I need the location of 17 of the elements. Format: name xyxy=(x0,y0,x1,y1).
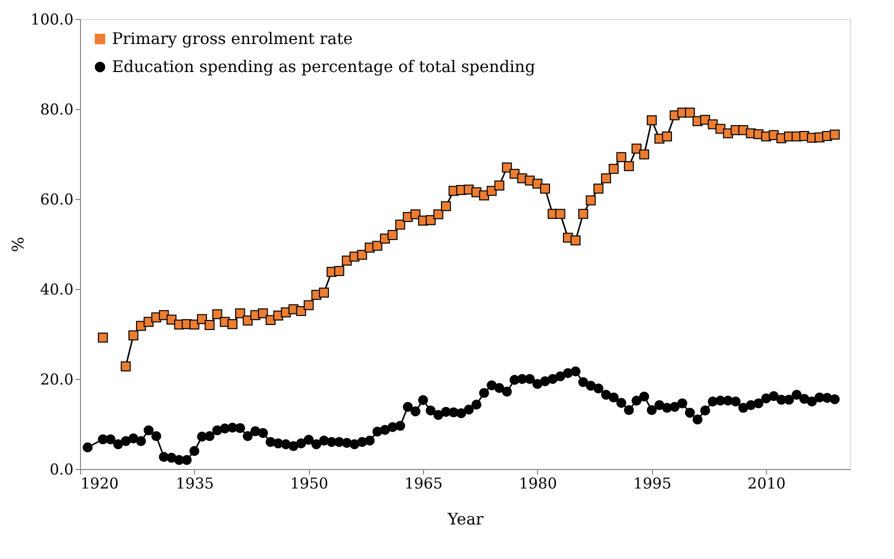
y-tick-label: 20.0 xyxy=(40,370,74,388)
legend-label: Education spending as percentage of total spending xyxy=(112,57,536,76)
x-tick-label: 2010 xyxy=(748,474,786,492)
x-axis-title: Year xyxy=(446,510,484,528)
legend-label: Primary gross enrolment rate xyxy=(112,29,353,48)
x-tick-label: 1965 xyxy=(404,474,443,492)
y-tick-label: 0.0 xyxy=(50,460,74,478)
y-tick-label: 80.0 xyxy=(40,100,74,118)
y-tick-label: 100.0 xyxy=(30,10,74,28)
y-tick-label: 60.0 xyxy=(40,190,74,208)
y-tick-label: 40.0 xyxy=(40,280,74,298)
x-tick-label: 1995 xyxy=(633,474,672,492)
x-tick-label: 1950 xyxy=(290,474,328,492)
y-axis-title: % xyxy=(8,236,28,252)
x-tick-label: 1980 xyxy=(518,474,558,492)
x-tick-label: 1935 xyxy=(176,474,214,492)
x-tick-label: 1920 xyxy=(80,474,119,492)
